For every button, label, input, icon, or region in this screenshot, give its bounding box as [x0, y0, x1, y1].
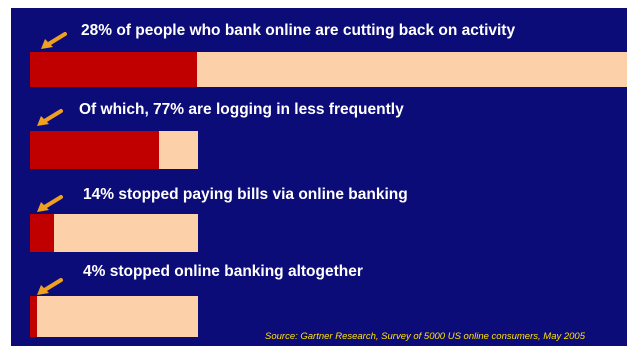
- bar-fill: [30, 52, 198, 87]
- bar-track: [30, 52, 627, 87]
- bar-label: 28% of people who bank online are cuttin…: [81, 22, 516, 39]
- chart-slide: 28% of people who bank online are cuttin…: [11, 8, 627, 346]
- bar-label: 4% stopped online banking altogether: [83, 263, 363, 280]
- arrow-icon: [41, 32, 67, 49]
- bar-fill: [30, 131, 160, 169]
- bar-track: [30, 214, 198, 252]
- bar-fill: [30, 296, 37, 337]
- arrow-icon: [37, 195, 63, 212]
- arrow-icon: [37, 109, 63, 126]
- bar-track: [30, 296, 198, 337]
- bar-fill: [30, 214, 54, 252]
- source-note: Source: Gartner Research, Survey of 5000…: [265, 331, 585, 342]
- arrow-icon: [37, 278, 63, 295]
- bar-label: 14% stopped paying bills via online bank…: [83, 186, 408, 203]
- bar-label: Of which, 77% are logging in less freque…: [79, 101, 404, 118]
- bar-track: [30, 131, 198, 169]
